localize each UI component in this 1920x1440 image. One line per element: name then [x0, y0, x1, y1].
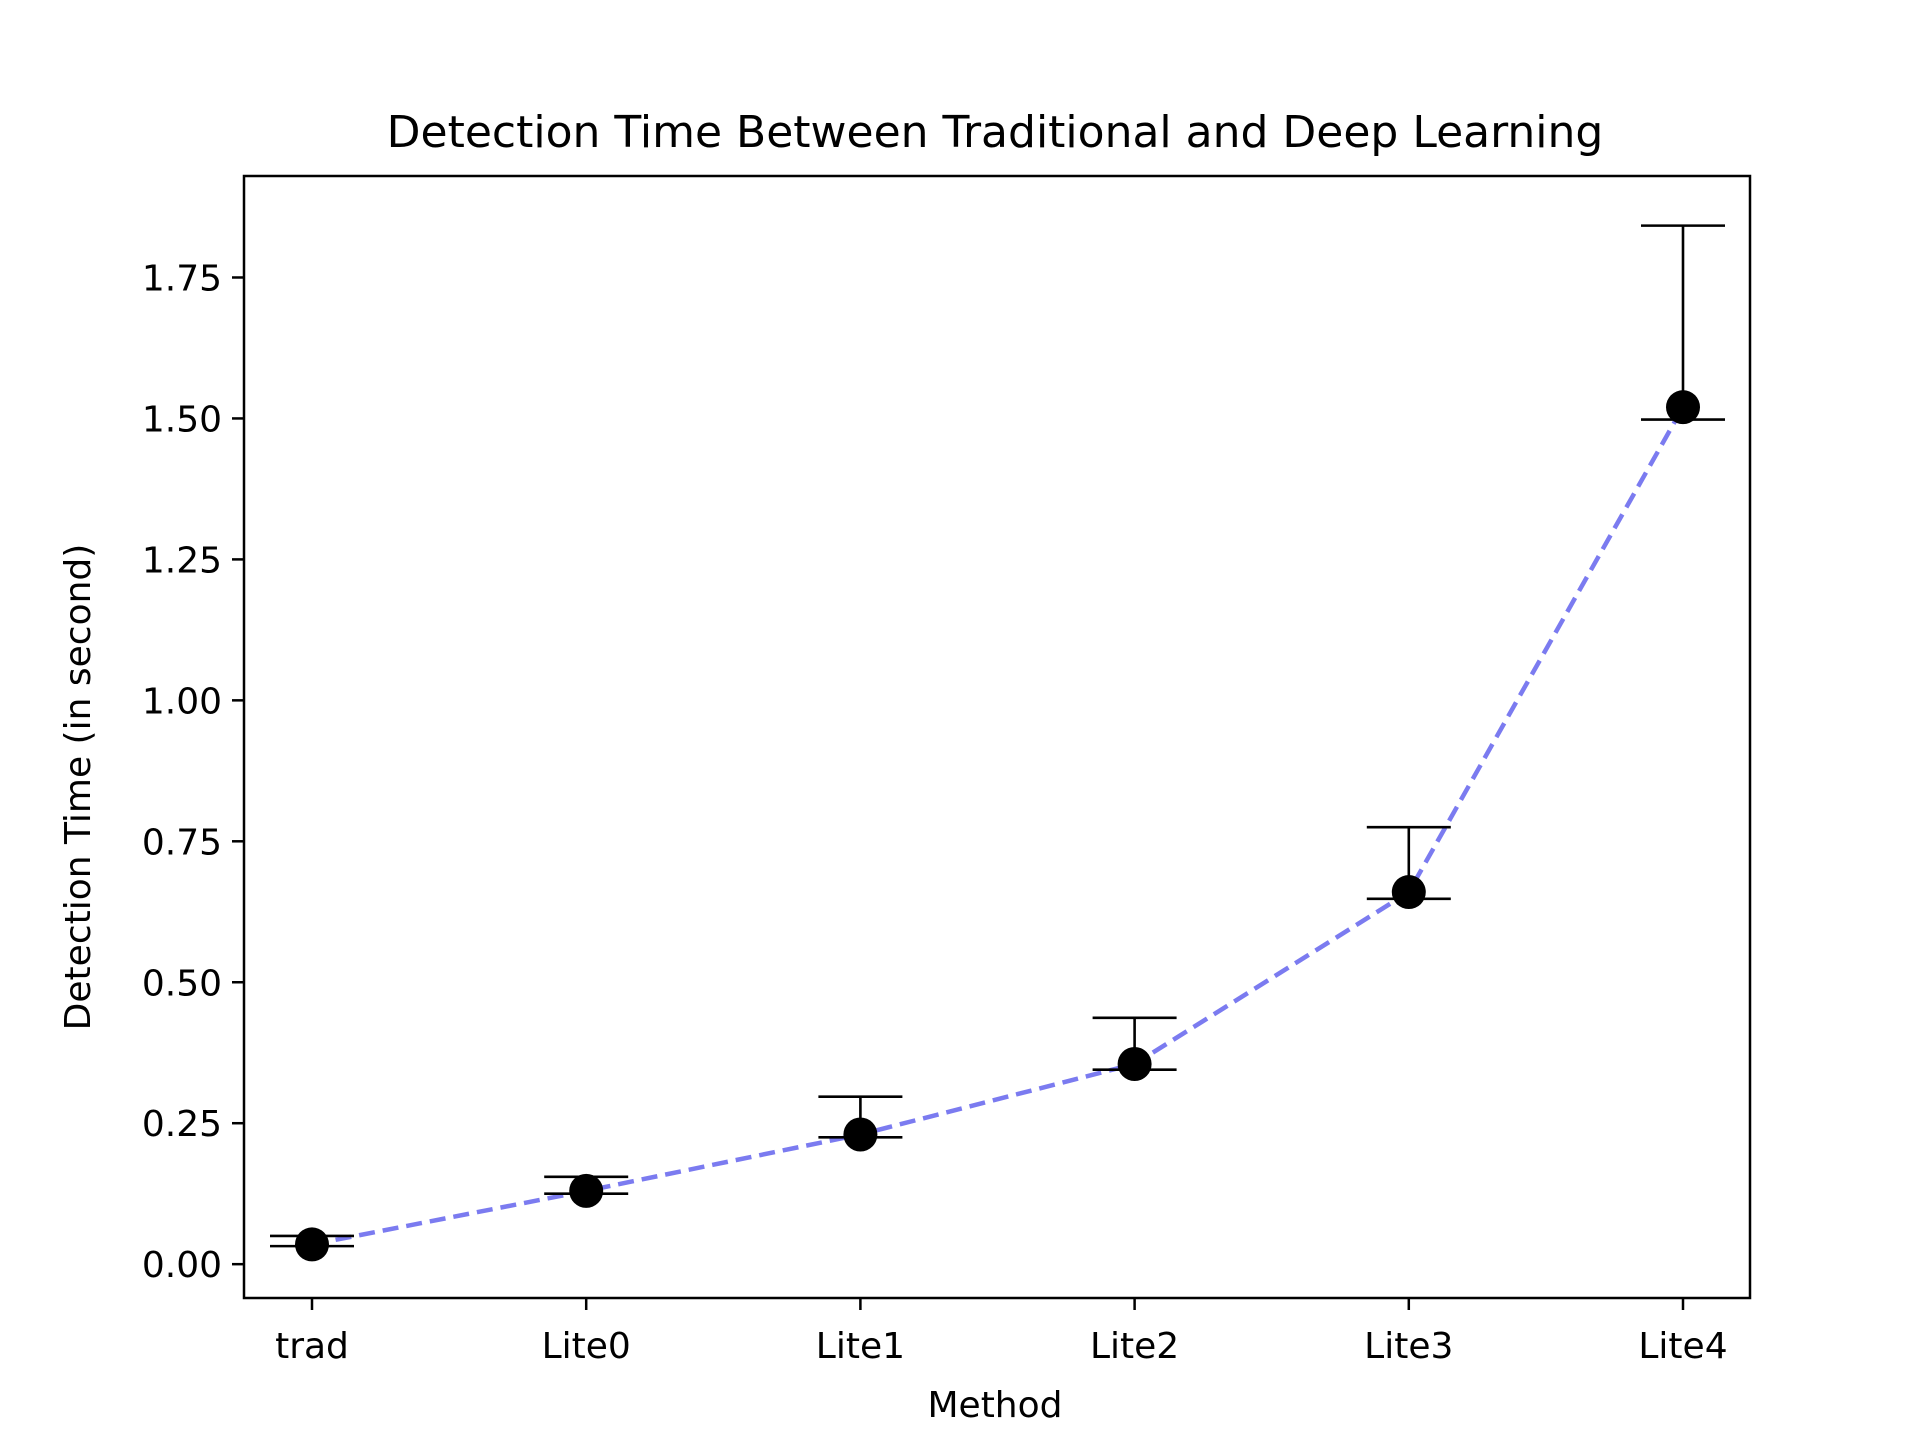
y-tick-label: 0.25 — [142, 1104, 222, 1145]
y-tick-label: 0.75 — [142, 822, 222, 863]
x-axis-label: Method — [927, 1385, 1062, 1426]
data-point — [843, 1117, 878, 1152]
plot-frame — [242, 174, 1752, 1300]
series-line — [311, 406, 1685, 1247]
data-point — [1391, 875, 1426, 910]
y-tick-label: 0.50 — [142, 963, 222, 1004]
data-point — [295, 1227, 329, 1262]
y-tick-label: 1.25 — [142, 540, 222, 581]
x-tick-label: Lite2 — [1090, 1326, 1179, 1367]
data-point — [1117, 1047, 1152, 1082]
x-tick-label: Lite0 — [542, 1326, 631, 1367]
y-tick-label: 1.75 — [142, 258, 222, 299]
chart-title: Detection Time Between Traditional and D… — [387, 107, 1604, 158]
plot-area: 0.00 0.25 0.50 0.75 1.00 1.25 1.50 1.75 trad Lite… — [142, 174, 1752, 1367]
x-tick-label: trad — [275, 1326, 349, 1367]
x-tick-label: Lite4 — [1638, 1326, 1727, 1367]
data-point — [1666, 390, 1700, 425]
x-tick-label: Lite3 — [1364, 1326, 1453, 1367]
x-tick-label: Lite1 — [816, 1326, 905, 1367]
y-tick-label: 1.00 — [142, 681, 222, 722]
y-tick-label: 0.00 — [142, 1245, 222, 1286]
data-point — [569, 1173, 604, 1208]
y-axis-label: Detection Time (in second) — [58, 544, 99, 1031]
y-tick-label: 1.50 — [142, 399, 222, 440]
